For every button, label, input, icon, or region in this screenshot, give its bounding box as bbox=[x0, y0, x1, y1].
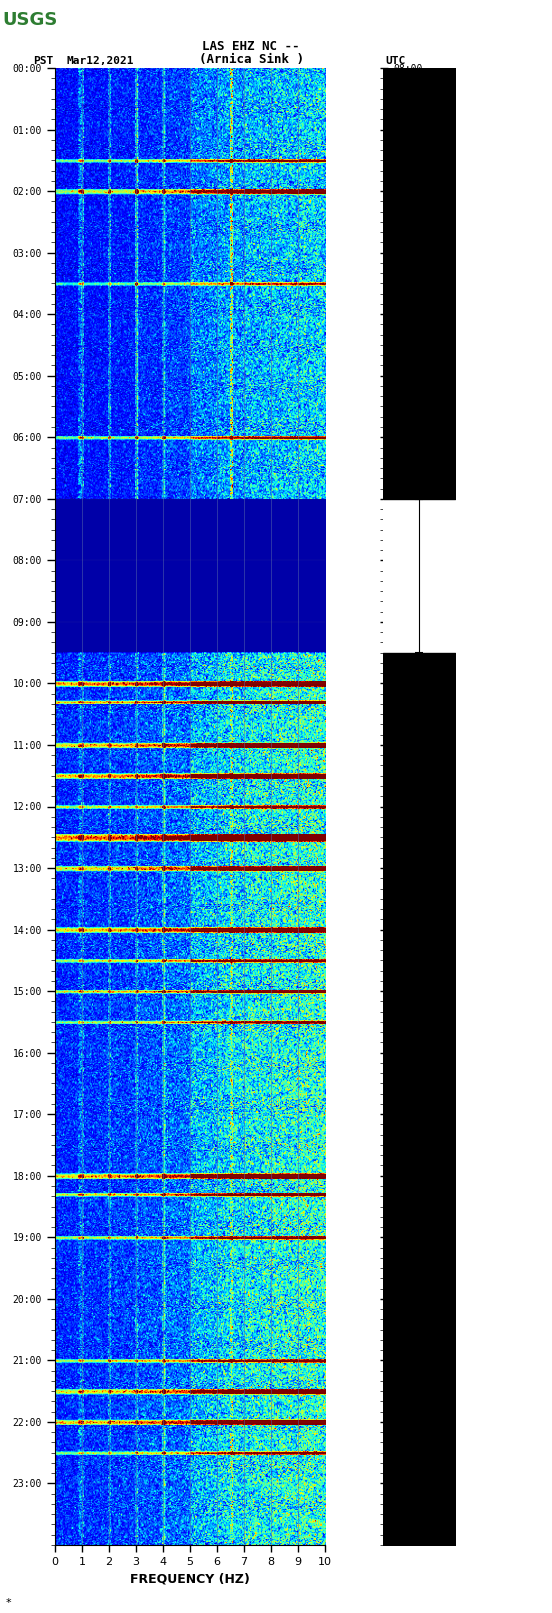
Text: *: * bbox=[6, 1598, 11, 1608]
Text: Mar12,2021: Mar12,2021 bbox=[66, 56, 134, 66]
X-axis label: FREQUENCY (HZ): FREQUENCY (HZ) bbox=[130, 1573, 250, 1586]
Text: UTC: UTC bbox=[385, 56, 406, 66]
Text: PST: PST bbox=[33, 56, 53, 66]
Text: (Arnica Sink ): (Arnica Sink ) bbox=[199, 53, 304, 66]
Text: USGS: USGS bbox=[3, 11, 58, 29]
Text: LAS EHZ NC --: LAS EHZ NC -- bbox=[203, 40, 300, 53]
